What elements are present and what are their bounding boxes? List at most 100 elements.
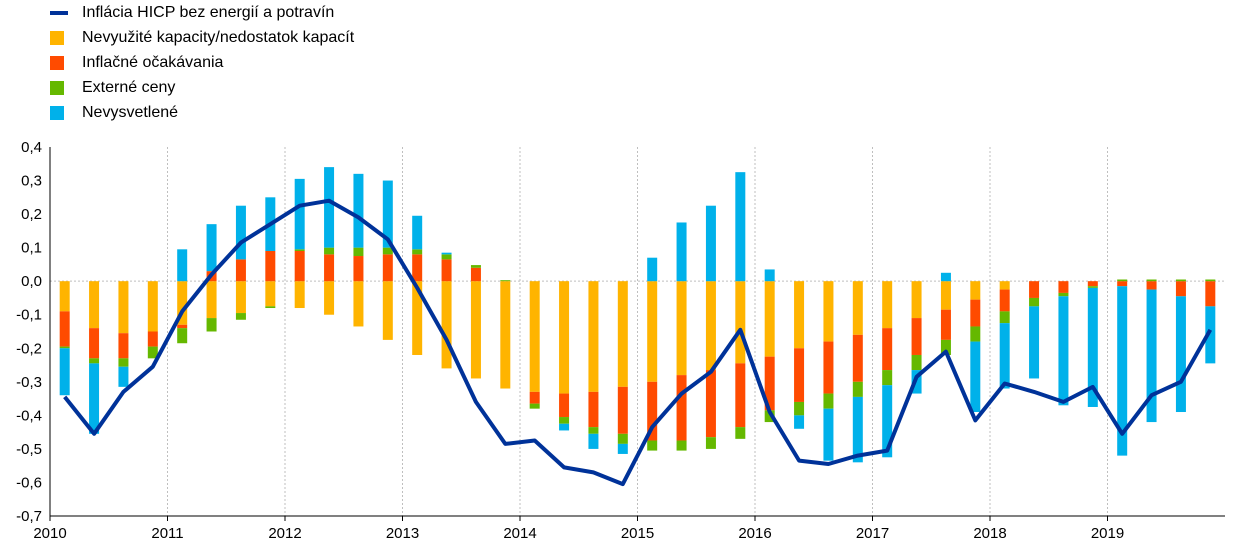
bar-segment <box>118 333 129 359</box>
bar-segment <box>705 205 716 282</box>
bar-segment <box>412 254 423 282</box>
x-axis: 2010 2011 2012 2013 2014 2015 2016 2017 2018 2019 <box>33 515 1225 542</box>
y-tick-label: 0,3 <box>21 173 42 190</box>
bar-segment <box>470 281 481 379</box>
bar-segment <box>617 281 628 387</box>
bar-segment <box>588 391 599 428</box>
bar-segment <box>852 281 863 335</box>
x-tick-label: 2018 <box>973 525 1006 542</box>
bar-segment <box>294 250 305 282</box>
bar-segment <box>559 281 570 394</box>
bar-segment <box>1205 306 1216 364</box>
bar-segment <box>1146 289 1157 423</box>
bar-segment <box>235 281 246 314</box>
bar-segment <box>206 281 217 319</box>
legend-label: Nevyužité kapacity/nedostatok kapacít <box>82 28 355 46</box>
bar-segment <box>59 311 70 347</box>
bar-segment <box>324 247 335 255</box>
bar-segment <box>1058 281 1069 293</box>
bar-segment <box>999 281 1010 290</box>
bar-segment <box>324 254 335 282</box>
y-tick-label: -0,7 <box>16 508 42 525</box>
bar-segment <box>1205 281 1216 307</box>
bar-segment <box>676 440 687 451</box>
bar-segment <box>1029 297 1040 307</box>
bar-segment <box>1117 281 1128 287</box>
y-tick-label: 0,2 <box>21 206 42 223</box>
y-tick-label: 0,4 <box>21 139 42 156</box>
bar-segment <box>1087 287 1098 407</box>
legend-swatch <box>50 55 64 70</box>
legend-label: Externé ceny <box>82 78 176 96</box>
line-series <box>63 198 1213 487</box>
bar-segment <box>882 370 893 386</box>
bar-segment <box>1205 279 1216 282</box>
bar-segment <box>588 433 599 449</box>
bar-segment <box>206 318 217 332</box>
bar-segment <box>823 341 834 394</box>
y-axis: 0,4 0,3 0,2 0,1 0,0 -0,1 -0,2 -0,3 -0,4 -0,5 -0,6 -… <box>16 139 51 525</box>
bars <box>59 167 1216 463</box>
bar-segment <box>1058 296 1069 406</box>
bar-segment <box>1087 281 1098 287</box>
bar-segment <box>559 417 570 424</box>
bar-segment <box>412 215 423 250</box>
x-tick-label: 2014 <box>503 525 536 542</box>
core-inflation-line <box>63 198 1213 487</box>
bar-segment <box>324 167 335 248</box>
bar-segment <box>1087 286 1098 288</box>
legend-item-expectations: Inflačné očakávania <box>50 50 354 75</box>
bar-segment <box>705 370 716 438</box>
bar-segment <box>118 366 129 387</box>
bar-segment <box>588 427 599 434</box>
bar-segment <box>118 358 129 367</box>
bar-segment <box>294 281 305 309</box>
bar-segment <box>735 427 746 439</box>
bar-segment <box>794 281 805 349</box>
x-tick-label: 2016 <box>738 525 771 542</box>
bar-segment <box>177 328 188 344</box>
bar-segment <box>147 331 158 347</box>
bar-segment <box>999 323 1010 389</box>
y-tick-label: -0,5 <box>16 441 42 458</box>
bar-segment <box>970 341 981 413</box>
bar-segment <box>647 257 658 282</box>
bar-segment <box>911 318 922 355</box>
bar-segment <box>676 222 687 282</box>
x-tick-label: 2011 <box>151 525 183 542</box>
bar-segment <box>1058 292 1069 297</box>
legend-item-unexplained: Nevysvetlené <box>50 100 354 125</box>
bar-segment <box>89 328 100 359</box>
bar-segment <box>441 252 452 255</box>
bar-segment <box>852 396 863 463</box>
bar-segment <box>1175 296 1186 413</box>
bar-segment <box>59 348 70 396</box>
bar-segment <box>1146 279 1157 282</box>
bar-segment <box>235 205 246 260</box>
bar-segment <box>911 354 922 371</box>
bar-segment <box>294 178 305 250</box>
y-tick-label: -0,3 <box>16 374 42 391</box>
bar-segment <box>1029 281 1040 298</box>
bar-segment <box>823 281 834 342</box>
bar-segment <box>59 346 70 349</box>
bar-segment <box>617 433 628 444</box>
bar-segment <box>999 289 1010 312</box>
bar-segment <box>470 265 481 268</box>
bar-segment <box>353 247 364 257</box>
bar-segment <box>206 224 217 272</box>
bar-segment <box>235 313 246 320</box>
bar-segment <box>177 324 188 329</box>
x-tick-label: 2010 <box>33 525 66 542</box>
bar-segment <box>412 281 423 355</box>
bar-segment <box>852 334 863 382</box>
legend-swatch <box>50 105 64 120</box>
x-tick-label: 2012 <box>268 525 301 542</box>
y-tick-label: 0,1 <box>21 240 42 257</box>
bar-segment <box>647 440 658 451</box>
bar-segment <box>940 272 951 282</box>
bar-segment <box>676 281 687 376</box>
bar-segment <box>235 259 246 282</box>
bar-segment <box>177 281 188 325</box>
